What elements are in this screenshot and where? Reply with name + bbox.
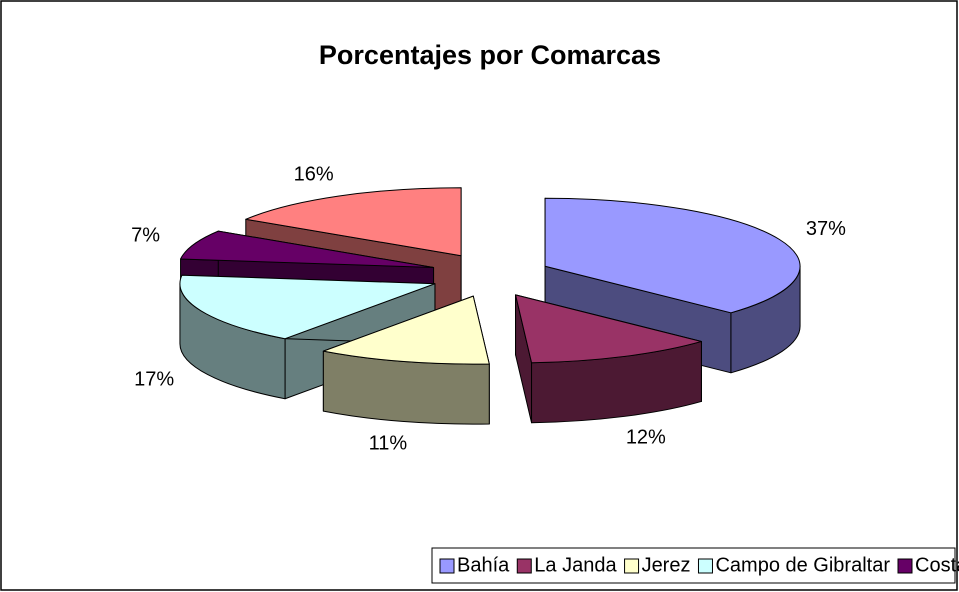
legend-label: Bahía [457,554,510,576]
data-label: 16% [294,164,334,186]
legend-swatch [516,558,532,574]
legend-label: La Janda [534,554,617,576]
slice [179,274,436,340]
legend-label: Jerez [642,554,691,576]
legend-swatch [624,558,640,574]
legend: Bahía La Janda Jerez Campo de Gibraltar Cost… [439,554,959,576]
slice [322,295,490,365]
legend-swatch [697,558,713,574]
legend-swatch [897,558,913,574]
data-label: 17% [134,368,174,390]
data-label: 7% [131,225,160,247]
legend-swatch [439,558,455,574]
slice [544,197,801,314]
legend-label: Costa Noroeste [915,554,959,576]
slice [180,230,435,269]
chart-title: Porcentajes por Comarcas [319,40,661,70]
pie [179,187,801,425]
data-label: 11% [369,433,408,455]
slice [245,187,462,257]
legend-label: Campo de Gibraltar [715,554,890,576]
data-label: 12% [626,426,666,448]
slice [515,294,702,364]
data-label: 37% [806,218,846,240]
